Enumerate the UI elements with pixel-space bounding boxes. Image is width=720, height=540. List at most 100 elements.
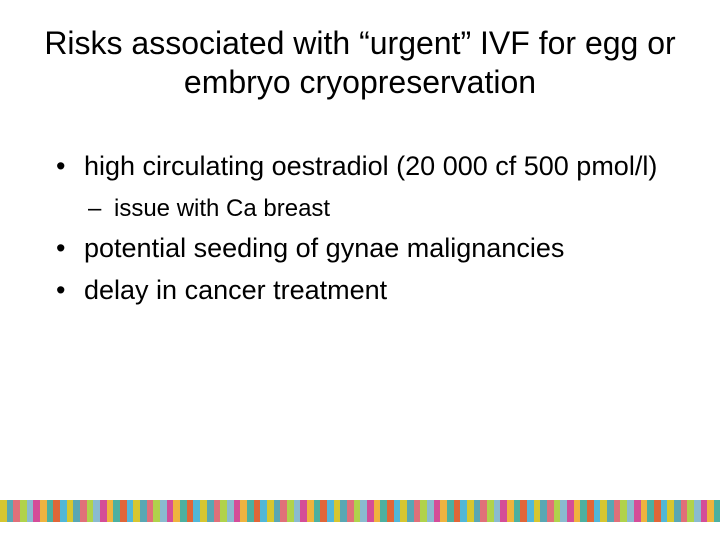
bullet-text: potential seeding of gynae malignancies <box>84 233 564 263</box>
stripe <box>280 500 287 522</box>
stripe <box>267 500 274 522</box>
stripe <box>120 500 127 522</box>
stripe <box>60 500 67 522</box>
stripe <box>307 500 314 522</box>
stripe <box>587 500 594 522</box>
stripe <box>607 500 614 522</box>
stripe <box>173 500 180 522</box>
stripe <box>127 500 134 522</box>
stripe <box>460 500 467 522</box>
stripe <box>87 500 94 522</box>
stripe <box>387 500 394 522</box>
stripe <box>234 500 241 522</box>
stripe <box>27 500 34 522</box>
stripe <box>314 500 321 522</box>
stripe <box>687 500 694 522</box>
stripe <box>674 500 681 522</box>
stripe <box>440 500 447 522</box>
stripe <box>407 500 414 522</box>
bullet-item: high circulating oestradiol (20 000 cf 5… <box>56 150 680 224</box>
stripe <box>480 500 487 522</box>
stripe <box>340 500 347 522</box>
stripe <box>113 500 120 522</box>
stripe <box>394 500 401 522</box>
stripe <box>694 500 701 522</box>
stripe <box>240 500 247 522</box>
bullet-item: potential seeding of gynae malignancies <box>56 232 680 266</box>
stripe <box>13 500 20 522</box>
stripe <box>600 500 607 522</box>
slide: Risks associated with “urgent” IVF for e… <box>0 0 720 540</box>
stripe <box>614 500 621 522</box>
stripe <box>560 500 567 522</box>
stripe <box>420 500 427 522</box>
stripe <box>140 500 147 522</box>
stripe <box>354 500 361 522</box>
stripe <box>434 500 441 522</box>
stripe <box>7 500 14 522</box>
stripe <box>300 500 307 522</box>
stripe <box>67 500 74 522</box>
stripe <box>707 500 714 522</box>
stripe <box>641 500 648 522</box>
stripe <box>287 500 294 522</box>
stripe <box>294 500 301 522</box>
stripe <box>320 500 327 522</box>
stripe <box>474 500 481 522</box>
footer-stripe-decoration <box>0 500 720 522</box>
stripe <box>334 500 341 522</box>
stripe <box>153 500 160 522</box>
stripe <box>260 500 267 522</box>
bullet-text: delay in cancer treatment <box>84 275 387 305</box>
stripe <box>454 500 461 522</box>
stripe <box>20 500 27 522</box>
stripe <box>187 500 194 522</box>
stripe <box>214 500 221 522</box>
stripe <box>327 500 334 522</box>
stripe <box>180 500 187 522</box>
stripe <box>447 500 454 522</box>
stripe <box>574 500 581 522</box>
bullet-list: high circulating oestradiol (20 000 cf 5… <box>56 150 680 307</box>
stripe <box>414 500 421 522</box>
stripe <box>540 500 547 522</box>
stripe <box>274 500 281 522</box>
stripe <box>47 500 54 522</box>
slide-title: Risks associated with “urgent” IVF for e… <box>40 24 680 102</box>
stripe <box>107 500 114 522</box>
stripe <box>514 500 521 522</box>
stripe <box>100 500 107 522</box>
stripe <box>160 500 167 522</box>
stripe <box>133 500 140 522</box>
stripe <box>80 500 87 522</box>
stripe <box>667 500 674 522</box>
stripe <box>367 500 374 522</box>
stripe <box>661 500 668 522</box>
stripe <box>247 500 254 522</box>
bullet-text: high circulating oestradiol (20 000 cf 5… <box>84 151 657 181</box>
stripe <box>567 500 574 522</box>
stripe <box>73 500 80 522</box>
stripe <box>147 500 154 522</box>
stripe <box>254 500 261 522</box>
stripe <box>500 500 507 522</box>
stripe <box>467 500 474 522</box>
stripe <box>507 500 514 522</box>
stripe <box>360 500 367 522</box>
stripe <box>554 500 561 522</box>
stripe <box>347 500 354 522</box>
sub-bullet-text: issue with Ca breast <box>114 195 330 222</box>
sub-bullet-item: issue with Ca breast <box>88 194 680 224</box>
stripe <box>193 500 200 522</box>
stripe <box>494 500 501 522</box>
stripe <box>220 500 227 522</box>
stripe <box>380 500 387 522</box>
stripe <box>0 500 7 522</box>
stripe <box>167 500 174 522</box>
stripe <box>487 500 494 522</box>
stripe <box>701 500 708 522</box>
stripe <box>594 500 601 522</box>
stripe <box>627 500 634 522</box>
stripe <box>634 500 641 522</box>
stripe <box>227 500 234 522</box>
